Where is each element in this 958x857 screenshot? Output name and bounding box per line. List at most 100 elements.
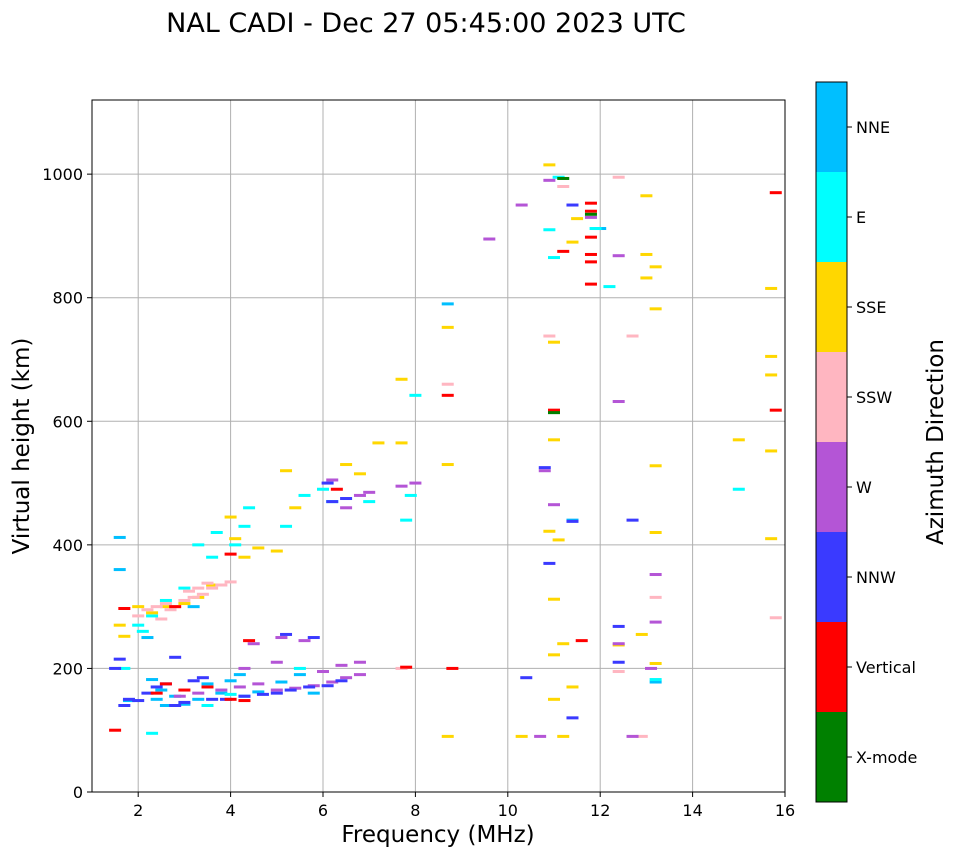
- data-point-ssw: [196, 592, 209, 596]
- data-point-sse: [548, 597, 560, 601]
- colorbar-tick-label: E: [856, 208, 866, 227]
- data-point-e: [409, 393, 422, 397]
- data-point-sse: [543, 163, 556, 167]
- data-point-vertical: [243, 639, 256, 643]
- data-point-sse: [113, 623, 126, 627]
- data-point-sse: [132, 605, 145, 609]
- data-point-nnw: [206, 697, 219, 701]
- data-point-w: [353, 673, 366, 677]
- data-point-w: [326, 680, 339, 684]
- data-point-e: [732, 487, 745, 491]
- data-point-nne: [441, 302, 454, 306]
- data-point-sse: [640, 194, 653, 198]
- data-point-w: [515, 203, 528, 207]
- data-point-w: [483, 237, 496, 241]
- data-point-x-mode: [584, 212, 597, 216]
- data-point-ssw: [141, 608, 154, 612]
- data-point-w: [326, 478, 339, 482]
- data-point-w: [353, 493, 366, 497]
- data-point-ssw: [543, 334, 556, 338]
- y-tick-label: 400: [52, 536, 83, 555]
- data-point-nnw: [326, 500, 339, 504]
- data-point-e: [543, 228, 556, 232]
- data-point-nnw: [270, 691, 283, 695]
- data-point-nne: [178, 702, 191, 706]
- data-point-w: [645, 666, 658, 670]
- data-point-sse: [118, 634, 131, 638]
- data-point-vertical: [159, 682, 172, 686]
- data-point-nne: [187, 605, 200, 609]
- x-tick-label: 8: [410, 801, 420, 820]
- colorbar-tick-label: NNW: [856, 568, 896, 587]
- data-point-vertical: [584, 209, 597, 213]
- data-point-sse: [571, 217, 584, 221]
- data-point-sse: [765, 449, 778, 453]
- data-point-sse: [548, 340, 560, 344]
- data-point-vertical: [224, 552, 237, 556]
- data-point-sse: [548, 697, 560, 701]
- data-point-nnw: [196, 676, 209, 680]
- data-point-nne: [155, 688, 168, 692]
- data-point-e: [210, 531, 223, 534]
- data-point-w: [192, 691, 205, 695]
- data-point-sse: [543, 529, 556, 533]
- data-point-w: [238, 666, 251, 670]
- data-point-nnw: [566, 203, 579, 207]
- data-point-e: [298, 493, 311, 497]
- data-point-w: [649, 620, 662, 624]
- data-point-e: [206, 555, 219, 559]
- x-tick-label: 2: [133, 801, 143, 820]
- data-point-sse: [515, 734, 528, 738]
- data-point-ssw: [206, 586, 219, 590]
- data-point-w: [270, 660, 283, 664]
- data-point-sse: [557, 642, 570, 646]
- colorbar-segment: [816, 532, 847, 622]
- data-point-ssw: [201, 581, 214, 585]
- data-point-nne: [215, 691, 228, 695]
- data-point-sse: [159, 605, 172, 609]
- data-point-vertical: [201, 685, 214, 689]
- data-point-ssw: [150, 605, 163, 609]
- data-point-sse: [395, 377, 408, 381]
- data-point-nnw: [141, 691, 154, 695]
- data-point-vertical: [557, 249, 570, 253]
- data-point-ssw: [557, 185, 570, 188]
- data-point-sse: [252, 546, 265, 550]
- data-point-ssw: [769, 616, 782, 620]
- data-point-nnw: [284, 688, 297, 692]
- data-point-w: [409, 481, 422, 485]
- data-point-w: [612, 400, 625, 404]
- data-point-sse: [224, 515, 237, 519]
- data-point-ssw: [612, 670, 625, 674]
- x-tick-label: 4: [226, 801, 236, 820]
- data-point-nnw: [238, 694, 251, 698]
- data-point-sse: [557, 734, 570, 738]
- data-point-w: [353, 660, 366, 664]
- data-point-e: [229, 543, 242, 547]
- data-point-nnw: [626, 518, 639, 522]
- data-point-vertical: [446, 666, 459, 670]
- data-point-w: [612, 642, 625, 646]
- data-point-w: [215, 688, 228, 692]
- data-point-nnw: [612, 660, 625, 664]
- data-point-ssw: [612, 175, 625, 179]
- data-point-e: [603, 285, 616, 289]
- data-point-sse: [640, 276, 653, 280]
- data-point-e: [192, 543, 205, 547]
- data-point-nnw: [520, 676, 533, 680]
- y-tick-label: 600: [52, 412, 83, 431]
- data-point-nne: [201, 682, 214, 686]
- data-point-sse: [548, 653, 560, 657]
- data-point-sse: [566, 240, 579, 244]
- data-point-e: [317, 487, 329, 491]
- data-point-sse: [649, 307, 662, 311]
- data-point-nnw: [169, 704, 182, 707]
- data-point-w: [395, 484, 408, 488]
- data-point-vertical: [584, 260, 597, 264]
- data-point-vertical: [441, 393, 454, 397]
- data-point-sse: [178, 602, 191, 606]
- data-point-e: [238, 524, 251, 528]
- data-point-ssw: [155, 617, 168, 621]
- data-point-nnw: [321, 481, 334, 485]
